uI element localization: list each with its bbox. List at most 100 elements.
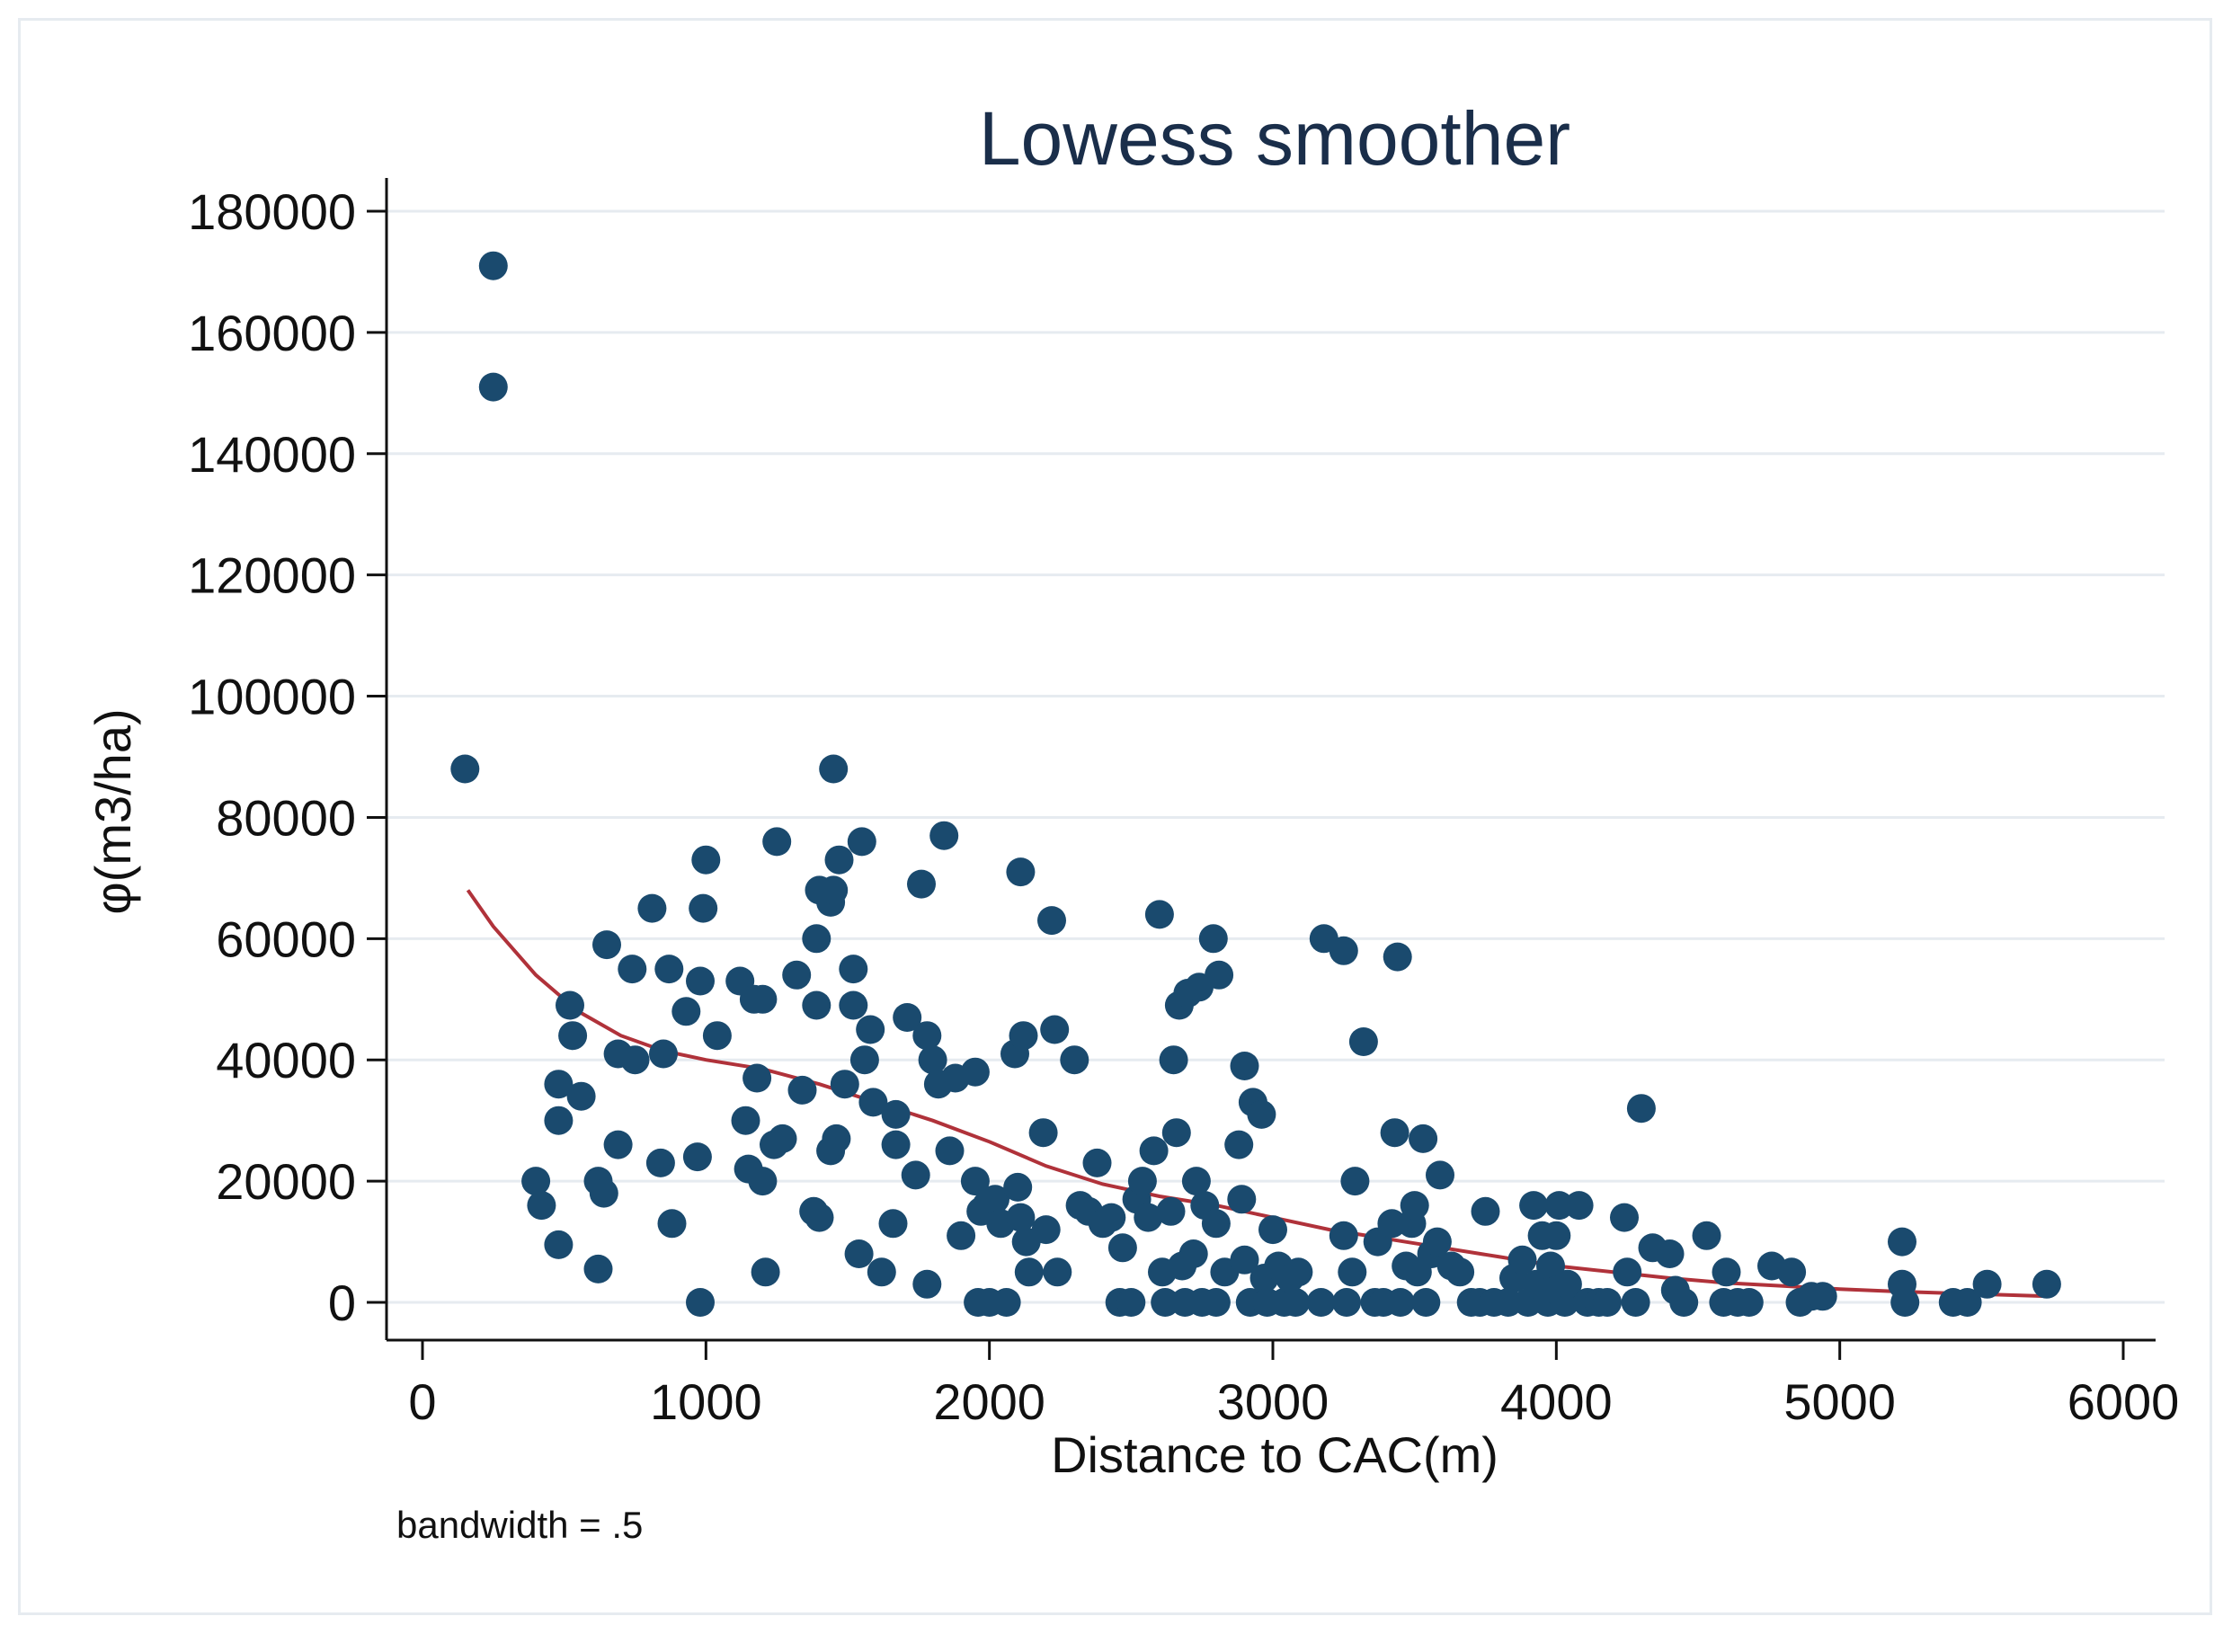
scatter-point	[654, 955, 684, 984]
scatter-point	[992, 1288, 1021, 1317]
scatter-point	[1224, 1130, 1254, 1159]
scatter-point	[556, 990, 584, 1020]
scatter-point	[787, 1075, 817, 1105]
scatter-point	[702, 1021, 732, 1051]
y-tick-label: 80000	[216, 789, 356, 846]
scatter-point	[878, 1209, 908, 1239]
scatter-point	[1230, 1052, 1259, 1080]
scatter-point	[1507, 1245, 1537, 1275]
scatter-point	[1284, 1257, 1313, 1287]
scatter-points	[450, 251, 2061, 1317]
y-tick-label: 140000	[188, 426, 356, 483]
scatter-point	[1411, 1288, 1441, 1317]
scatter-point	[1161, 1118, 1191, 1148]
scatter-point	[618, 955, 647, 984]
scatter-point	[1139, 1136, 1169, 1166]
scatter-point	[1471, 1196, 1500, 1226]
scatter-point	[1445, 1257, 1475, 1287]
scatter-point	[478, 372, 508, 402]
scatter-point	[1107, 1233, 1137, 1263]
y-tick-label: 40000	[216, 1032, 356, 1088]
scatter-point	[1014, 1257, 1044, 1287]
scatter-point	[1043, 1257, 1072, 1287]
scatter-point	[960, 1057, 990, 1087]
scatter-point	[1097, 1203, 1126, 1232]
scatter-point	[1542, 1221, 1571, 1250]
scatter-point	[1060, 1045, 1089, 1075]
scatter-point	[1552, 1269, 1582, 1299]
scatter-point	[686, 1288, 715, 1317]
scatter-point	[2032, 1269, 2061, 1299]
scatter-point	[1888, 1227, 1916, 1257]
x-tick-label: 2000	[933, 1373, 1045, 1430]
scatter-point	[849, 1045, 879, 1075]
scatter-point	[1544, 1191, 1574, 1221]
scatter-point	[881, 1130, 911, 1159]
scatter-point	[583, 1254, 613, 1283]
y-axis-ticks: 0 20000 40000 60000 80000 100000 120000 140000 1…	[188, 183, 387, 1331]
scatter-point	[1116, 1288, 1146, 1317]
scatter-point	[1198, 924, 1228, 954]
scatter-point	[751, 1257, 780, 1287]
scatter-point	[1669, 1288, 1699, 1317]
scatter-point	[858, 1088, 888, 1117]
scatter-point	[1151, 1288, 1180, 1317]
y-axis-title: φ(m3/ha)	[84, 708, 141, 914]
scatter-point	[603, 1130, 633, 1159]
scatter-point	[1156, 1196, 1186, 1226]
scatter-point	[1613, 1257, 1642, 1287]
scatter-point	[1338, 1257, 1367, 1287]
scatter-point	[1712, 1257, 1741, 1287]
scatter-point	[1127, 1167, 1157, 1196]
scatter-point	[1890, 1288, 1920, 1317]
scatter-point	[589, 1178, 618, 1208]
scatter-point	[1205, 960, 1234, 990]
scatter-point	[844, 1239, 874, 1268]
scatter-point	[1159, 1045, 1188, 1075]
scatter-point	[802, 990, 831, 1020]
scatter-point	[1340, 1167, 1370, 1196]
scatter-point	[478, 251, 508, 280]
scatter-point	[822, 1124, 851, 1153]
scatter-point	[620, 1045, 650, 1075]
scatter-point	[671, 997, 701, 1026]
scatter-point	[1258, 1215, 1287, 1245]
y-tick-label: 160000	[188, 305, 356, 361]
scatter-point	[762, 827, 792, 857]
scatter-point	[743, 1063, 772, 1093]
y-tick-label: 60000	[216, 910, 356, 967]
scatter-point	[657, 1209, 687, 1239]
scatter-point	[1332, 1288, 1361, 1317]
scatter-point	[450, 754, 480, 784]
scatter-point	[1380, 1118, 1409, 1148]
y-tick-label: 100000	[188, 669, 356, 725]
scatter-point	[1040, 1015, 1070, 1044]
x-tick-label: 1000	[650, 1373, 762, 1430]
x-tick-label: 4000	[1500, 1373, 1613, 1430]
scatter-point	[1006, 1203, 1036, 1232]
scatter-point	[981, 1185, 1009, 1214]
scatter-point	[1181, 1167, 1211, 1196]
scatter-point	[566, 1081, 596, 1111]
chart-title: Lowess smoother	[979, 96, 1570, 181]
scatter-point	[637, 893, 667, 923]
scatter-point	[1037, 906, 1066, 936]
scatter-point	[1400, 1191, 1429, 1221]
scatter-point	[912, 1269, 942, 1299]
scatter-point	[867, 1257, 896, 1287]
scatter-point	[1031, 1215, 1061, 1245]
scatter-point	[929, 821, 959, 850]
scatter-point	[839, 955, 868, 984]
scatter-point	[1082, 1148, 1112, 1177]
scatter-point	[1564, 1191, 1594, 1221]
scatter-point	[558, 1021, 588, 1051]
scatter-point	[935, 1136, 965, 1166]
scatter-point	[544, 1070, 574, 1099]
x-tick-label: 6000	[2067, 1373, 2180, 1430]
scatter-point	[960, 1167, 990, 1196]
y-tick-label: 0	[328, 1275, 356, 1331]
scatter-point	[1178, 1239, 1208, 1268]
scatter-point	[1593, 1288, 1623, 1317]
scatter-point	[1306, 1288, 1336, 1317]
gridlines	[387, 209, 2165, 1304]
